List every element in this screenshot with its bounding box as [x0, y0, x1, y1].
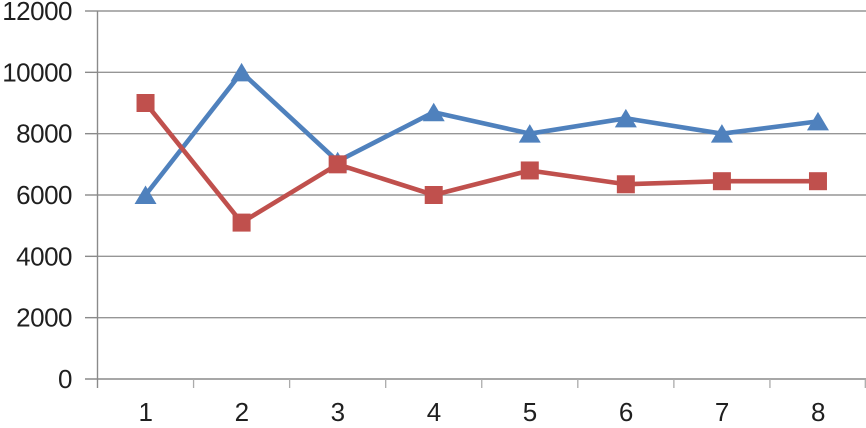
y-axis-label: 10000: [2, 57, 72, 87]
x-labels-group: 1 2 3 4 5 6 7 8: [139, 397, 826, 427]
x-axis-label: 8: [811, 397, 825, 427]
data-point-triangle-marker: [422, 102, 445, 122]
data-point-square-marker: [712, 172, 731, 191]
x-axis-label: 6: [619, 397, 633, 427]
data-point-triangle-marker: [134, 185, 157, 204]
series-line-square: [143, 100, 821, 225]
data-point-triangle-marker: [230, 62, 253, 82]
x-axis-label: 1: [139, 397, 153, 427]
series-line-triangle: [143, 70, 821, 198]
x-axis-label: 5: [523, 397, 537, 427]
y-axis-label: 0: [58, 364, 72, 394]
series-group: [134, 62, 829, 232]
data-point-triangle-marker: [806, 111, 829, 131]
data-point-square-marker: [328, 155, 347, 174]
y-labels-group: 0 2000 4000 6000 8000 10000 12000: [2, 0, 72, 394]
x-axis-label: 2: [235, 397, 249, 427]
data-point-square-marker: [808, 172, 827, 191]
data-point-square-marker: [520, 161, 539, 180]
y-axis-label: 6000: [16, 180, 72, 210]
y-axis-label: 12000: [2, 0, 72, 26]
x-axis-label: 7: [715, 397, 729, 427]
data-point-square-marker: [232, 213, 251, 232]
x-axis-label: 3: [331, 397, 345, 427]
axes-group: [85, 10, 866, 388]
x-axis-label: 4: [427, 397, 441, 427]
data-point-triangle-marker: [710, 124, 733, 143]
data-point-square-marker: [136, 94, 155, 112]
data-point-square-marker: [424, 186, 443, 204]
data-point-triangle-marker: [614, 108, 637, 128]
gridlines-group: [85, 10, 866, 380]
y-axis-label: 4000: [16, 241, 72, 271]
data-point-square-marker: [616, 175, 635, 194]
data-point-triangle-marker: [518, 124, 541, 143]
y-axis-label: 8000: [16, 119, 72, 149]
y-axis-label: 2000: [16, 303, 72, 333]
